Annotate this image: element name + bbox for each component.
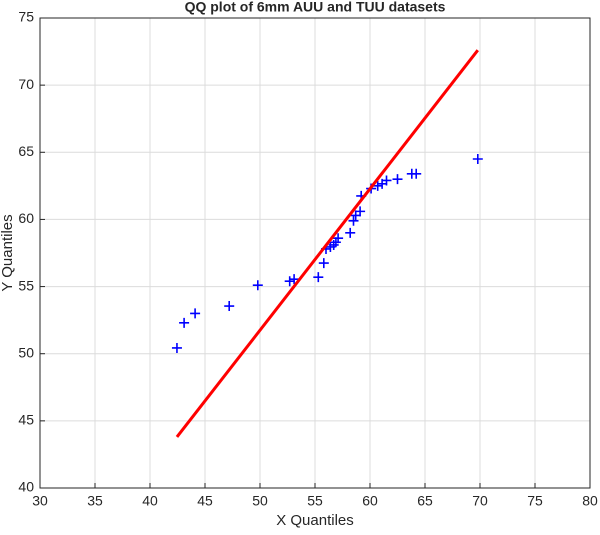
x-tick-label: 60	[362, 493, 378, 509]
data-point	[190, 308, 201, 319]
y-tick-label: 40	[18, 479, 34, 495]
y-axis-label: Y Quantiles	[0, 214, 16, 291]
data-point	[411, 168, 422, 179]
data-point	[313, 272, 324, 283]
y-tick-label: 65	[18, 143, 34, 159]
plot-frame	[39, 17, 591, 489]
data-point	[381, 175, 392, 186]
data-point	[289, 274, 300, 285]
reference-line	[175, 49, 479, 438]
x-tick-label: 80	[582, 493, 598, 509]
data-point	[472, 154, 483, 164]
y-tick-label: 50	[18, 344, 34, 360]
data-point	[318, 258, 329, 269]
x-tick-label: 35	[87, 493, 103, 509]
data-point	[333, 233, 344, 244]
data-point	[171, 342, 182, 353]
y-tick-label: 60	[18, 210, 34, 226]
x-tick-label: 50	[252, 493, 268, 509]
x-axis-label: X Quantiles	[276, 512, 354, 529]
data-point	[284, 276, 295, 287]
data-point	[348, 215, 359, 226]
data-point	[345, 227, 356, 238]
x-tick-label: 55	[307, 493, 323, 509]
data-point	[252, 280, 263, 291]
x-tick-label: 45	[197, 493, 213, 509]
x-tick-label: 75	[527, 493, 543, 509]
chart-title: QQ plot of 6mm AUU and TUU datasets	[185, 0, 446, 15]
y-tick-label: 55	[18, 277, 34, 293]
x-tick-label: 65	[417, 493, 433, 509]
data-point	[392, 174, 403, 185]
data-point	[179, 317, 190, 328]
y-tick-label: 45	[18, 412, 34, 428]
x-tick-label: 30	[32, 493, 48, 509]
data-point	[224, 301, 235, 312]
data-point	[355, 206, 366, 217]
x-tick-label: 40	[142, 493, 158, 509]
data-point	[372, 180, 383, 191]
y-tick-label: 75	[18, 9, 34, 25]
y-tick-label: 70	[18, 76, 34, 92]
x-tick-label: 70	[472, 493, 488, 509]
